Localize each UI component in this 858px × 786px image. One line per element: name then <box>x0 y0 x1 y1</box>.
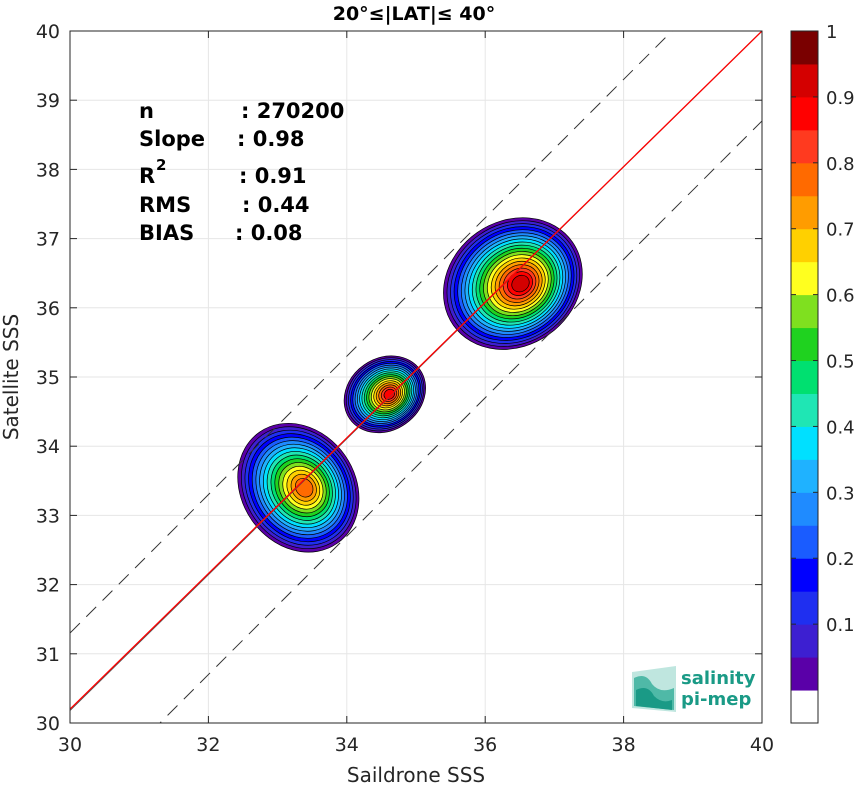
y-tick-label: 36 <box>36 298 60 320</box>
y-tick-label: 32 <box>36 575 60 597</box>
lower-bound-line <box>159 120 762 723</box>
y-tick-label: 39 <box>36 90 60 112</box>
y-tick-label: 31 <box>36 644 60 666</box>
grid-lines <box>69 30 763 724</box>
y-tick-label: 40 <box>36 21 60 43</box>
x-tick-label: 36 <box>473 734 497 756</box>
colorbar-segment <box>791 393 818 427</box>
colorbar-tick-label: 0.6 <box>826 286 855 307</box>
regression-fit-line <box>70 31 762 710</box>
logo-wave-icon <box>632 666 676 712</box>
density-cluster <box>343 355 426 434</box>
colorbar-segment <box>791 228 818 263</box>
colorbar <box>791 31 818 724</box>
colorbar-tick-label: 0.5 <box>826 352 855 373</box>
colorbar-segment <box>791 624 818 658</box>
y-tick-label: 33 <box>36 505 60 527</box>
reference-lines <box>70 31 762 723</box>
colorbar-frame <box>790 30 819 724</box>
y-tick-label: 30 <box>36 713 60 735</box>
colorbar-ticks: 0.1 0.2 0.3 0.4 0.5 0.6 0.7 0.8 0.9 1 <box>791 22 855 636</box>
y-axis-ticks: 30 31 32 33 34 35 36 37 38 39 40 <box>36 21 762 735</box>
colorbar-segment <box>791 96 818 131</box>
stat-rms-label: RMS <box>139 193 191 217</box>
colorbar-segment <box>791 327 818 362</box>
stat-rms-value: : 0.44 <box>242 193 310 217</box>
colorbar-segment <box>791 195 818 230</box>
y-tick-label: 38 <box>36 159 60 181</box>
colorbar-segment <box>791 129 818 164</box>
colorbar-segment <box>791 591 818 625</box>
colorbar-segment <box>791 360 818 394</box>
y-axis-label: Satellite SSS <box>0 314 23 440</box>
colorbar-segment <box>791 261 818 296</box>
x-tick-label: 38 <box>612 734 636 756</box>
colorbar-segment <box>791 31 818 65</box>
density-cluster <box>237 422 360 553</box>
colorbar-tick-label: 0.9 <box>826 88 855 109</box>
x-tick-label: 30 <box>58 734 82 756</box>
x-axis-ticks: 30 32 34 36 38 40 <box>58 31 774 756</box>
colorbar-segment <box>791 690 818 724</box>
chart-title: 20°≤|LAT|≤ 40° <box>333 3 496 25</box>
stats-box: n : 270200 Slope : 0.98 R 2 : 0.91 RMS :… <box>139 99 344 245</box>
colorbar-tick-label: 0.3 <box>826 483 855 504</box>
colorbar-segment <box>791 294 818 329</box>
colorbar-tick-label: 0.2 <box>826 549 855 570</box>
density-contour <box>294 477 314 498</box>
stat-slope-value: : 0.98 <box>237 127 305 151</box>
density-clusters <box>237 217 583 553</box>
stat-r2-superscript: 2 <box>156 156 166 174</box>
y-tick-label: 37 <box>36 229 60 251</box>
colorbar-segment <box>791 63 818 98</box>
x-tick-label: 32 <box>196 734 220 756</box>
salinity-pi-mep-logo: salinity pi-mep <box>632 666 756 712</box>
upper-bound-line <box>70 31 673 634</box>
colorbar-tick-label: 0.1 <box>826 615 855 636</box>
colorbar-tick-label: 0.7 <box>826 220 855 241</box>
y-tick-label: 34 <box>36 436 60 458</box>
colorbar-segment <box>791 525 818 559</box>
colorbar-segment <box>791 426 818 460</box>
x-axis-label: Saildrone SSS <box>347 763 485 786</box>
colorbar-segment <box>791 657 818 691</box>
x-tick-label: 34 <box>335 734 359 756</box>
x-tick-label: 40 <box>750 734 774 756</box>
colorbar-tick-label: 1 <box>826 22 837 43</box>
density-cluster <box>443 217 583 350</box>
logo-line2: pi-mep <box>681 689 751 710</box>
logo-line1: salinity <box>681 668 756 689</box>
stat-bias-value: : 0.08 <box>235 221 303 245</box>
colorbar-segment <box>791 492 818 526</box>
y-tick-label: 35 <box>36 367 60 389</box>
stat-n-value: : 270200 <box>241 99 344 123</box>
colorbar-tick-label: 0.4 <box>826 417 855 438</box>
colorbar-segment <box>791 162 818 197</box>
stat-n-label: n <box>139 99 154 123</box>
stat-r2-value: : 0.91 <box>239 164 307 188</box>
stat-bias-label: BIAS <box>139 221 194 245</box>
stat-slope-label: Slope <box>139 127 205 151</box>
colorbar-tick-label: 0.8 <box>826 154 855 175</box>
colorbar-segment <box>791 459 818 493</box>
density-contour <box>511 274 530 293</box>
stat-r2-label: R <box>139 164 155 188</box>
colorbar-segment <box>791 558 818 592</box>
